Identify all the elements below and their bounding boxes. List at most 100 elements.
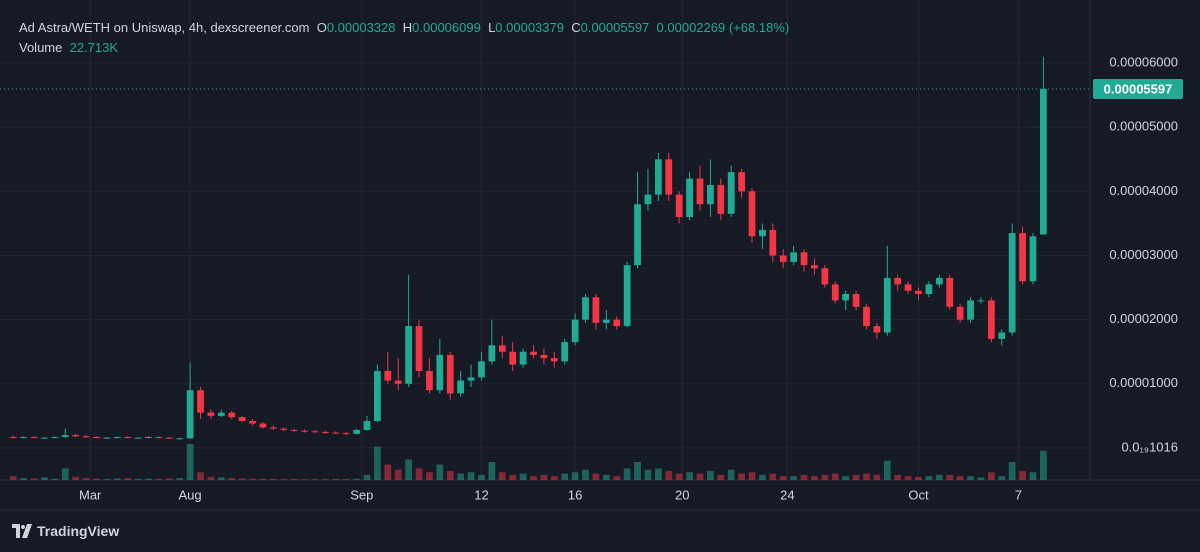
volume-bar — [467, 472, 475, 480]
volume-bar — [426, 472, 433, 480]
volume-bar — [41, 477, 48, 480]
volume-bar — [946, 474, 954, 480]
volume-bar — [394, 469, 402, 480]
y-tick-label: 0.00005000 — [1109, 119, 1178, 134]
volume-bar — [332, 478, 340, 480]
candle-body — [842, 294, 850, 301]
candle-body — [217, 412, 225, 416]
symbol-title: Ad Astra/WETH on Uniswap, 4h, dexscreene… — [19, 20, 310, 35]
candle-body — [602, 319, 610, 323]
volume-bar — [530, 476, 537, 480]
candle-body — [394, 380, 402, 384]
candle-body — [915, 290, 922, 295]
volume-bar — [217, 477, 225, 480]
watermark-text: TradingView — [37, 523, 120, 539]
candle-body — [134, 437, 142, 439]
candle-body — [800, 252, 808, 266]
candle-body — [155, 437, 163, 439]
axes: 0.00006000 0.00005000 0.00004000 0.00003000… — [0, 55, 1183, 502]
volume-bar — [769, 473, 777, 480]
candle-body — [956, 306, 964, 320]
x-tick-label: 7 — [1015, 487, 1022, 502]
candle-body — [61, 435, 69, 438]
candle-body — [696, 178, 704, 205]
candle-body — [1029, 236, 1037, 282]
candle-body — [967, 300, 974, 320]
volume-bar — [707, 471, 714, 480]
volume-bar — [436, 464, 444, 480]
change: 0.00002269 — [656, 20, 726, 35]
candle-body — [582, 297, 589, 320]
y-tick-label: 0.00001000 — [1109, 375, 1178, 390]
candle-body — [863, 306, 870, 327]
logo — [12, 524, 32, 538]
volume-bar — [654, 468, 662, 480]
candle-body — [675, 194, 683, 218]
candle-body — [269, 427, 277, 429]
volume-bar — [738, 473, 745, 480]
volume-bar — [540, 474, 548, 480]
candle-body — [113, 437, 121, 439]
ohlc-value: 0.00006099 — [412, 20, 481, 35]
volume-bar — [51, 478, 59, 480]
volume-bar — [342, 479, 350, 480]
volume-bar — [93, 478, 100, 480]
candle-body — [727, 172, 735, 214]
watermark[interactable]: TradingView — [12, 523, 119, 539]
candle-body — [1008, 233, 1016, 333]
candle-body — [987, 300, 995, 339]
volume-bar — [176, 478, 184, 480]
candle-body — [665, 159, 673, 195]
volume-bar — [72, 476, 80, 480]
volume-bar — [238, 478, 246, 480]
candle-body — [644, 194, 652, 205]
candle-body — [384, 370, 392, 381]
volume-bar — [301, 479, 308, 480]
volume-bar — [831, 473, 839, 480]
candle-body — [228, 412, 236, 418]
candle-body — [654, 159, 662, 195]
candle-body — [186, 390, 194, 439]
volume-bar — [415, 468, 423, 480]
candle-body — [467, 377, 475, 381]
x-tick-label: Mar — [79, 487, 102, 502]
volume-bar — [779, 476, 787, 480]
volume-bar — [290, 478, 298, 480]
volume-bar — [967, 476, 974, 480]
volume-bar — [165, 478, 173, 480]
candle-body — [717, 184, 725, 214]
ohlc-label: C — [571, 20, 581, 35]
volume-bar — [977, 477, 985, 480]
candle-body — [759, 229, 766, 237]
volume-pane — [9, 444, 1047, 480]
candle-body — [509, 351, 517, 365]
candle-body — [353, 429, 360, 434]
candle-body — [748, 191, 756, 237]
candle-body — [290, 429, 298, 431]
candle-body — [30, 437, 38, 439]
volume-bar — [915, 476, 922, 480]
candle-body — [946, 277, 954, 307]
candle-body — [904, 284, 912, 291]
volume-bar — [363, 474, 371, 480]
x-tick-label: Sep — [350, 487, 373, 502]
candle-body — [498, 345, 506, 352]
volume-bar — [873, 474, 881, 480]
volume-bar — [1008, 462, 1016, 480]
volume-bar — [883, 460, 891, 480]
volume-bar — [374, 446, 381, 480]
volume-bar — [759, 474, 766, 480]
volume-bar — [155, 478, 163, 480]
volume-bar — [561, 473, 569, 480]
candle-body — [873, 326, 881, 333]
volume-bar — [145, 478, 152, 480]
candle-body — [1019, 233, 1026, 282]
candle-body — [165, 437, 173, 439]
ohlc-label: L — [488, 20, 496, 35]
candle-body — [301, 430, 308, 432]
volume-bar — [280, 479, 288, 480]
volume-bar — [987, 472, 995, 480]
volume-bar — [134, 478, 142, 480]
